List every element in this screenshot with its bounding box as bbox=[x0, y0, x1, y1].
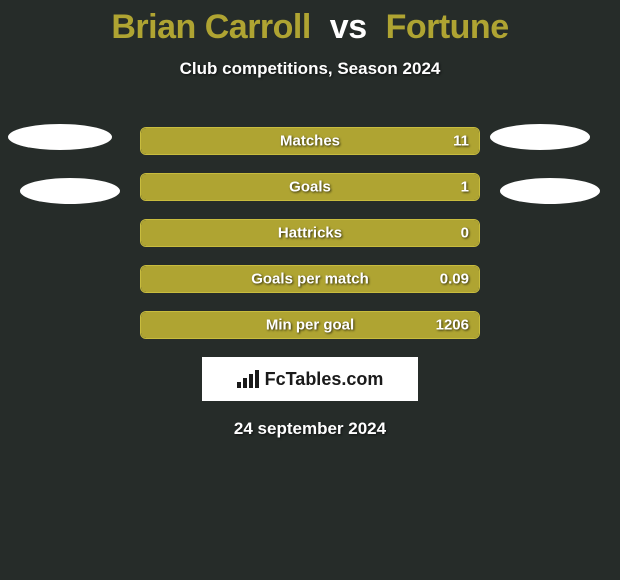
comparison-title: Brian Carroll vs Fortune bbox=[0, 0, 620, 47]
stat-bar: Hattricks 0 bbox=[140, 219, 480, 247]
stat-bar-label: Goals per match bbox=[251, 271, 369, 288]
player2-name: Fortune bbox=[386, 8, 509, 46]
stat-bar-value: 1206 bbox=[436, 317, 469, 334]
stat-bar-value: 11 bbox=[453, 133, 469, 150]
date-text: 24 september 2024 bbox=[0, 419, 620, 439]
fctables-logo: FcTables.com bbox=[237, 369, 384, 390]
player1-name: Brian Carroll bbox=[111, 8, 310, 46]
stat-bar: Min per goal 1206 bbox=[140, 311, 480, 339]
vs-text: vs bbox=[330, 8, 367, 46]
chart-icon bbox=[237, 370, 259, 388]
stat-bar-value: 0 bbox=[461, 225, 469, 242]
stat-bars-container: Matches 11 Goals 1 Hattricks 0 Goals per… bbox=[140, 127, 480, 339]
stat-bar-value: 1 bbox=[461, 179, 469, 196]
stat-bar-label: Hattricks bbox=[278, 225, 342, 242]
logo-label: FcTables.com bbox=[265, 369, 384, 390]
stat-bar-value: 0.09 bbox=[440, 271, 469, 288]
stat-bar-label: Min per goal bbox=[266, 317, 354, 334]
stat-bar: Goals 1 bbox=[140, 173, 480, 201]
subtitle: Club competitions, Season 2024 bbox=[0, 59, 620, 79]
logo-box: FcTables.com bbox=[202, 357, 418, 401]
decorative-ellipse bbox=[490, 124, 590, 150]
stat-bar-label: Matches bbox=[280, 133, 340, 150]
decorative-ellipse bbox=[20, 178, 120, 204]
decorative-ellipse bbox=[500, 178, 600, 204]
stat-bar: Goals per match 0.09 bbox=[140, 265, 480, 293]
stat-bar: Matches 11 bbox=[140, 127, 480, 155]
stat-bar-label: Goals bbox=[289, 179, 331, 196]
decorative-ellipse bbox=[8, 124, 112, 150]
